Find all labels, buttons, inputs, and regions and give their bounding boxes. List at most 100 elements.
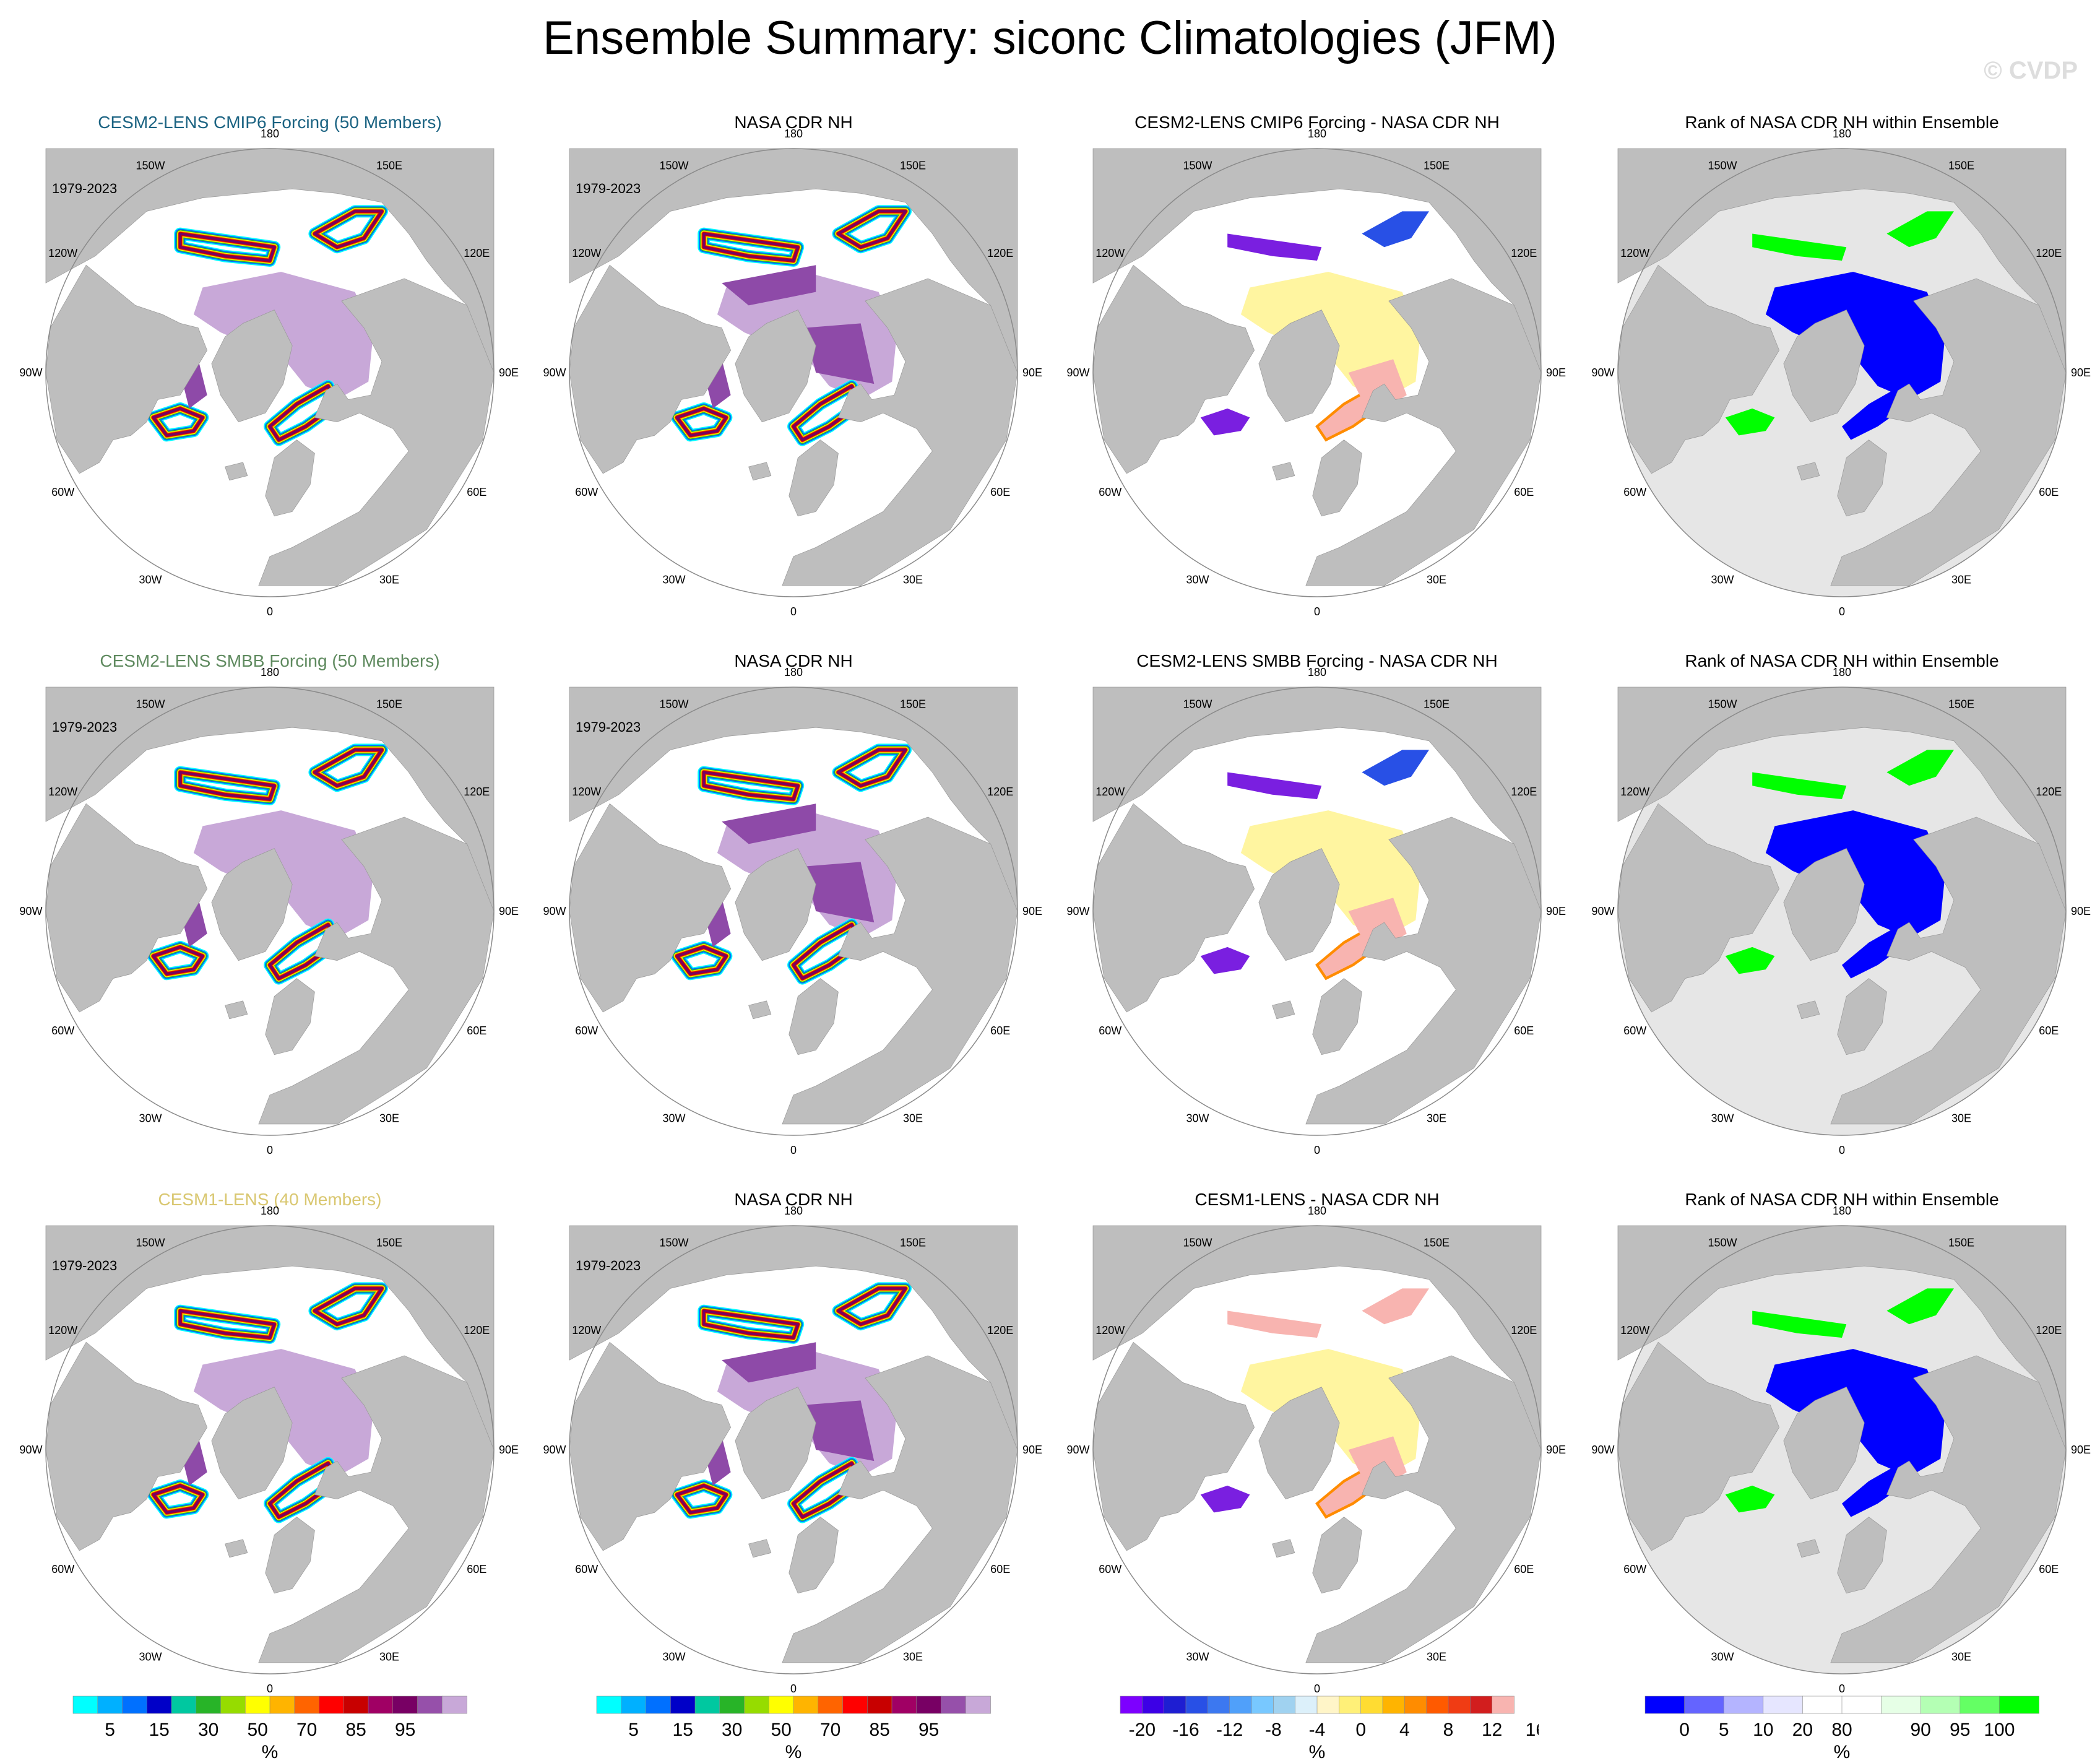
land-iceland	[225, 1539, 248, 1558]
longitude-label: 150E	[376, 1237, 402, 1249]
colorbar-swatch	[1999, 1696, 2039, 1714]
land-greenland	[211, 1387, 293, 1500]
land-greenland	[1783, 1387, 1865, 1500]
longitude-label: 150E	[1424, 1237, 1450, 1249]
colorbar-swatch	[818, 1696, 844, 1714]
land-asia	[1092, 1225, 1542, 1450]
longitude-label: 90W	[1066, 905, 1089, 917]
colorbar-tick-label: 30	[722, 1720, 742, 1740]
land-asia	[1617, 1225, 2067, 1450]
longitude-label: 120W	[48, 247, 77, 259]
diff-okhotsk	[1362, 211, 1429, 248]
colorbar-tick-label: 90	[1911, 1720, 1931, 1740]
panel-title-ensemble: CESM1-LENS (40 Members)	[158, 1190, 382, 1209]
rank-labrador	[1725, 408, 1775, 436]
longitude-label: 150E	[900, 698, 926, 711]
land-scandinavia	[1837, 978, 1887, 1055]
longitude-label: 30W	[139, 1650, 162, 1663]
ice-high-conc	[722, 265, 816, 306]
land-canada	[45, 803, 208, 1013]
longitude-label: 90W	[1591, 1444, 1614, 1456]
colorbar-swatch	[319, 1696, 345, 1714]
longitude-label: 90W	[543, 905, 566, 917]
longitude-label: 150W	[1708, 698, 1737, 711]
longitude-label: 150E	[1424, 698, 1450, 711]
land-greenland	[1258, 310, 1340, 423]
colorbar-tick-label: 50	[247, 1720, 267, 1740]
colorbar-swatch	[196, 1696, 222, 1714]
colorbar-swatch	[122, 1696, 148, 1714]
ice-high-conc	[722, 1342, 816, 1383]
rank-bering	[1752, 233, 1847, 261]
longitude-label: 30W	[662, 573, 685, 586]
colorbar-swatch	[1470, 1696, 1493, 1714]
longitude-label: 0	[1314, 1683, 1320, 1695]
colorbar-swatch	[1316, 1696, 1340, 1714]
land-scandinavia	[1312, 1517, 1362, 1594]
colorbar-tick-label: 95	[1950, 1720, 1970, 1740]
longitude-label: 150W	[1183, 1237, 1212, 1249]
period-label: 1979-2023	[576, 1258, 641, 1273]
longitude-label: 120W	[48, 1324, 77, 1336]
longitude-label: 120E	[1511, 786, 1537, 798]
colorbar-swatch	[1273, 1696, 1296, 1714]
land-greenland	[211, 848, 293, 961]
colorbar-tick-label: 95	[395, 1720, 415, 1740]
panel-title-diff: CESM2-LENS CMIP6 Forcing - NASA CDR NH	[1134, 113, 1500, 132]
colorbar-swatch	[97, 1696, 123, 1714]
longitude-label: 60W	[51, 1024, 74, 1037]
land-scandinavia	[1312, 440, 1362, 517]
longitude-label: 90W	[1066, 366, 1089, 379]
longitude-label: 150W	[1708, 160, 1737, 172]
longitude-label: 60E	[2039, 1563, 2059, 1575]
panel-title-rank: Rank of NASA CDR NH within Ensemble	[1685, 1190, 1999, 1209]
colorbar-swatch	[244, 1696, 270, 1714]
land-greenland	[211, 310, 293, 423]
period-label: 1979-2023	[52, 1258, 117, 1273]
longitude-label: 30W	[1186, 573, 1209, 586]
map-obs-row1: 180 150E 120E 90E 60E 30E 0 30W 60W 90W 120W 150W 19…	[543, 128, 1042, 618]
map-border	[1617, 148, 2067, 597]
land-asia	[569, 1225, 1018, 1450]
figure-title: Ensemble Summary: siconc Climatologies (…	[543, 12, 1557, 64]
longitude-label: 90E	[499, 366, 519, 379]
longitude-label: 60W	[1099, 486, 1121, 498]
longitude-label: 180	[1308, 666, 1326, 678]
land-greenland	[1258, 1387, 1340, 1500]
land-iceland	[1797, 462, 1820, 481]
colorbar-swatch	[646, 1696, 672, 1714]
longitude-label: 120W	[1095, 1324, 1125, 1336]
colorbar-swatch	[1426, 1696, 1449, 1714]
colorbar-swatch	[842, 1696, 868, 1714]
land-asia	[1092, 148, 1542, 373]
longitude-label: 0	[790, 1683, 797, 1695]
longitude-label: 60W	[1623, 1563, 1646, 1575]
land-europe_russia	[1830, 817, 2067, 1125]
land-iceland	[1797, 1539, 1820, 1558]
colorbar-tick-label: 15	[149, 1720, 169, 1740]
colorbar-swatch	[1802, 1696, 1843, 1714]
longitude-label: 30W	[662, 1650, 685, 1663]
longitude-label: 90W	[1591, 366, 1614, 379]
longitude-label: 150E	[376, 698, 402, 711]
longitude-label: 150W	[1708, 1237, 1737, 1249]
longitude-label: 60W	[1623, 486, 1646, 498]
longitude-label: 150W	[136, 160, 165, 172]
colorbar-swatch	[1142, 1696, 1165, 1714]
colorbar-tick-label: 20	[1792, 1720, 1813, 1740]
ice-high-conc	[805, 1400, 875, 1462]
map-border	[569, 148, 1018, 597]
land-greenland	[1258, 848, 1340, 961]
longitude-label: 30W	[1186, 1650, 1209, 1663]
longitude-label: 90W	[1591, 905, 1614, 917]
land-canada	[45, 264, 208, 474]
ice-edge-band	[152, 946, 204, 976]
longitude-label: 120E	[2036, 247, 2062, 259]
longitude-label: 30E	[1427, 1112, 1446, 1124]
longitude-label: 90E	[1022, 366, 1042, 379]
land-iceland	[1272, 462, 1295, 481]
longitude-label: 180	[261, 1205, 279, 1217]
period-label: 1979-2023	[576, 181, 641, 196]
longitude-label: 150W	[659, 1237, 688, 1249]
colorbar-swatch	[343, 1696, 369, 1714]
